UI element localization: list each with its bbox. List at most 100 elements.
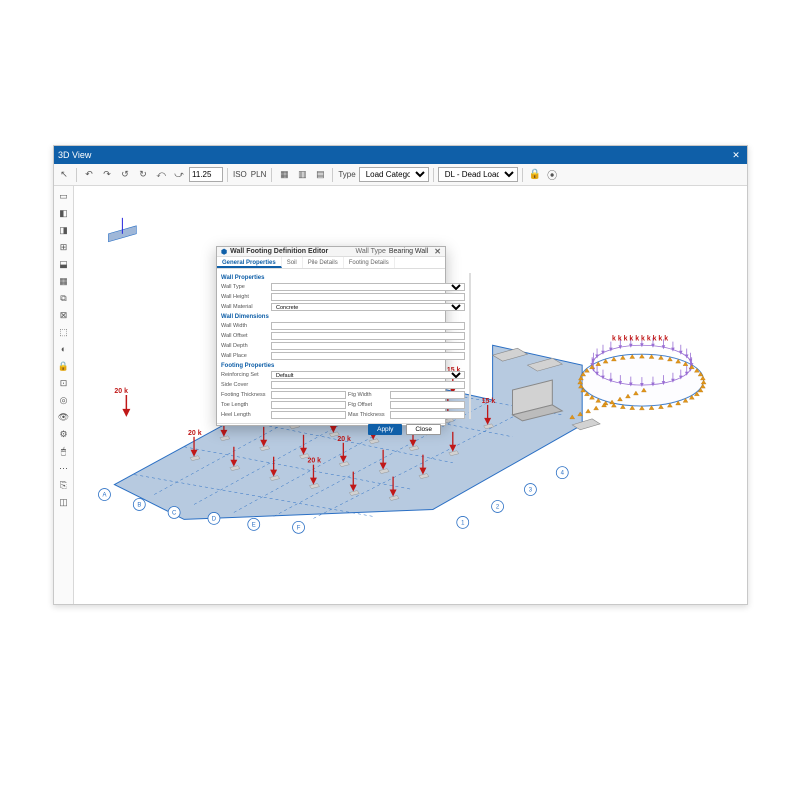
view-nav-icon[interactable]: ⦿ [545,167,559,182]
svg-text:E: E [252,522,256,528]
lt-window-icon[interactable]: ◫ [56,494,72,510]
rotate-cw-icon[interactable]: ↻ [135,167,151,183]
orbit-right-icon[interactable]: ⤻ [171,167,187,183]
isolated-load: 20 k [114,388,130,417]
grid-toggle-1-icon[interactable]: ▦ [276,167,292,183]
close-button[interactable]: Close [406,424,441,435]
workspace: ▭ ◧ ◨ ⊞ ⬓ ▦ ⧉ ⊠ ⬚ ◐ 🔒 ⊡ ◎ 👁 ⚙ 🖱 ⋯ ⎘ ◫ [54,186,747,604]
wall-depth-input[interactable] [271,342,465,350]
toe-length-input[interactable] [271,401,346,409]
ftg-width-input[interactable] [390,391,465,399]
lock-icon[interactable]: 🔒 [527,169,543,180]
section-wall-dimensions: Wall Dimensions [221,314,465,320]
wall-place-input[interactable] [271,352,465,360]
lt-lock-icon[interactable]: 🔒 [56,358,72,374]
dialog-titlebar: ⬢ Wall Footing Definition Editor Wall Ty… [217,247,445,257]
lt-half-icon[interactable]: ⬓ [56,256,72,272]
svg-text:20 k: 20 k [307,458,321,465]
lt-target-icon[interactable]: ◎ [56,392,72,408]
toolbar-separator [332,168,333,182]
wall-material-select[interactable]: Concrete [271,303,465,311]
svg-text:C: C [172,510,177,516]
titlebar: 3D View ✕ [54,146,747,164]
svg-text:A: A [102,493,106,499]
app-window: 3D View ✕ ↖ ↶ ↷ ↺ ↻ ⤺ ⤻ ISO PLN ▦ ▥ ▤ Ty… [53,145,748,605]
toolbar-separator [433,168,434,182]
dialog-close-icon[interactable]: ✕ [434,247,441,256]
top-toolbar: ↖ ↶ ↷ ↺ ↻ ⤺ ⤻ ISO PLN ▦ ▥ ▤ Type Load Ca… [54,164,747,186]
tank-foundation: k k k k k k k k k k [570,335,706,419]
tab-soil[interactable]: Soil [282,257,303,268]
rotation-angle-input[interactable] [189,167,223,182]
toolbar-separator [76,168,77,182]
svg-text:B: B [137,502,141,508]
section-wall-properties: Wall Properties [221,275,465,281]
lt-grid-icon[interactable]: ⊞ [56,239,72,255]
heel-length-input[interactable] [271,411,346,419]
lt-cross-icon[interactable]: ⊠ [56,307,72,323]
grid-toggle-2-icon[interactable]: ▥ [294,167,310,183]
load-type-select[interactable]: Load Category [359,167,429,182]
tab-pile[interactable]: Pile Details [303,257,344,268]
dialog-icon: ⬢ [221,248,227,256]
window-title: 3D View [58,150,729,160]
iso-view-button[interactable]: ISO [232,170,248,179]
wall-type-label: Wall Type [356,248,386,255]
lt-select-icon[interactable]: ▭ [56,188,72,204]
lt-gear-icon[interactable]: ⚙ [56,426,72,442]
lt-contrast-icon[interactable]: ◐ [56,341,72,357]
type-label: Type [337,170,356,179]
cursor-tool-icon[interactable]: ↖ [56,167,72,183]
wall-type-select[interactable] [271,283,465,291]
max-thickness-input[interactable] [390,411,465,419]
svg-text:20 k: 20 k [337,436,351,443]
lt-panel-right-icon[interactable]: ◨ [56,222,72,238]
section-footing-properties: Footing Properties [221,363,465,369]
wall-type-value: Bearing Wall [389,248,428,255]
dialog-title: Wall Footing Definition Editor [230,248,328,255]
dialog-tabs: General Properties Soil Pile Details Foo… [217,257,445,269]
svg-text:F: F [297,525,301,531]
svg-text:D: D [212,516,217,522]
ftg-thickness-input[interactable] [271,391,346,399]
redo-icon[interactable]: ↷ [99,167,115,183]
wall-offset-input[interactable] [271,332,465,340]
svg-text:20 k: 20 k [188,430,202,437]
wall-width-input[interactable] [271,322,465,330]
toolbar-separator [271,168,272,182]
svg-text:20 k: 20 k [114,388,128,395]
toolbar-separator [227,168,228,182]
left-toolbar: ▭ ◧ ◨ ⊞ ⬓ ▦ ⧉ ⊠ ⬚ ◐ 🔒 ⊡ ◎ 👁 ⚙ 🖱 ⋯ ⎘ ◫ [54,186,74,604]
grid-toggle-3-icon[interactable]: ▤ [312,167,328,183]
apply-button[interactable]: Apply [368,424,402,435]
lt-mesh-icon[interactable]: ▦ [56,273,72,289]
close-icon[interactable]: ✕ [729,148,743,162]
lt-visibility-icon[interactable]: 👁 [56,409,72,425]
ftg-offset-input[interactable] [390,401,465,409]
dialog-body: Wall Properties Wall Type Wall Height Wa… [217,269,445,423]
lt-frame-icon[interactable]: ⊡ [56,375,72,391]
rotate-ccw-icon[interactable]: ↺ [117,167,133,183]
toolbar-separator [522,168,523,182]
wall-height-input[interactable] [271,293,465,301]
orbit-left-icon[interactable]: ⤺ [153,167,169,183]
lt-box-icon[interactable]: ⬚ [56,324,72,340]
tab-general[interactable]: General Properties [217,257,282,268]
lt-copy-icon[interactable]: ⎘ [56,477,72,493]
dialog-form: Wall Properties Wall Type Wall Height Wa… [221,273,465,419]
ucs-icon [108,218,136,242]
undo-icon[interactable]: ↶ [81,167,97,183]
side-cover-input[interactable] [271,381,465,389]
lt-mouse-icon[interactable]: 🖱 [56,443,72,459]
lt-layers-icon[interactable]: ⧉ [56,290,72,306]
reinforcing-select[interactable]: Default [271,371,465,379]
wall-footing-diagram [469,273,471,419]
plan-view-button[interactable]: PLN [250,170,268,179]
lt-panel-left-icon[interactable]: ◧ [56,205,72,221]
svg-text:15 k: 15 k [482,398,496,405]
load-category-select[interactable]: DL - Dead Load [438,167,518,182]
3d-viewport[interactable]: A B C D E F 1 2 3 4 [74,186,747,604]
lt-more-icon[interactable]: ⋯ [56,460,72,476]
wall-footing-dialog: ⬢ Wall Footing Definition Editor Wall Ty… [216,246,446,426]
tab-footing[interactable]: Footing Details [344,257,395,268]
